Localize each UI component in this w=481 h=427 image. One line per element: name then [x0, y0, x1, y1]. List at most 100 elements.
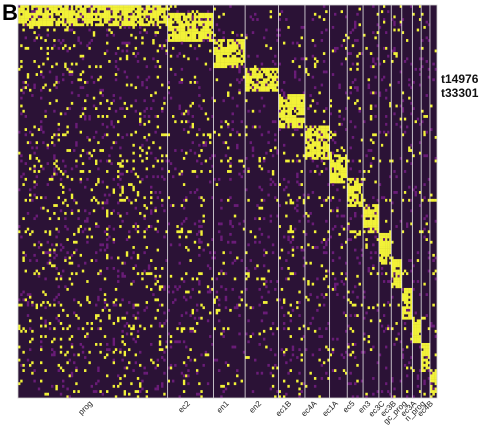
heatmap-cell	[229, 177, 232, 181]
heatmap-cell	[271, 83, 275, 87]
heatmap-cell	[195, 232, 199, 236]
heatmap-cell	[356, 180, 359, 184]
heatmap-cell	[165, 39, 168, 42]
heatmap-cell	[222, 335, 225, 338]
heatmap-cell	[322, 162, 326, 166]
heatmap-cell	[220, 332, 223, 336]
heatmap-cell	[298, 112, 301, 116]
heatmap-cell	[174, 33, 177, 37]
heatmap-cell	[95, 316, 98, 320]
heatmap-cell	[229, 156, 232, 160]
heatmap-cell	[258, 164, 261, 168]
heatmap-cell	[336, 206, 339, 210]
heatmap-cell	[53, 170, 56, 173]
heatmap-cell	[385, 240, 388, 244]
heatmap-cell	[229, 52, 232, 55]
heatmap-cell	[318, 172, 321, 176]
heatmap-cell	[289, 107, 292, 110]
heatmap-cell	[276, 28, 279, 32]
heatmap-cell	[251, 73, 255, 76]
heatmap-cell	[163, 7, 166, 11]
heatmap-cell	[423, 369, 426, 372]
heatmap-cell	[374, 222, 377, 226]
heatmap-cell	[154, 206, 157, 210]
heatmap-cell	[209, 20, 212, 24]
heatmap-cell	[150, 12, 153, 16]
heatmap-cell	[70, 272, 74, 276]
heatmap-cell	[372, 211, 375, 215]
heatmap-cell	[414, 329, 417, 333]
heatmap-cell	[318, 143, 321, 147]
heatmap-cell	[291, 235, 295, 239]
heatmap-cell	[242, 39, 246, 42]
heatmap-cell	[70, 196, 74, 200]
heatmap-cell	[64, 23, 67, 27]
heatmap-cell	[202, 36, 205, 40]
heatmap-cell	[37, 20, 41, 24]
heatmap-cell	[112, 15, 116, 19]
heatmap-cell	[99, 272, 102, 276]
heatmap-cell	[331, 227, 335, 231]
heatmap-cell	[367, 149, 371, 152]
heatmap-cell	[365, 214, 368, 218]
heatmap-cell	[265, 345, 268, 349]
heatmap-cell	[342, 282, 346, 286]
heatmap-cell	[165, 345, 168, 349]
heatmap-cell	[360, 350, 364, 354]
heatmap-cell	[331, 348, 335, 352]
heatmap-cell	[209, 251, 212, 255]
heatmap-cell	[97, 298, 100, 302]
heatmap-cell	[360, 177, 364, 181]
heatmap-cell	[369, 214, 373, 218]
heatmap-cell	[356, 295, 359, 299]
heatmap-cell	[99, 287, 102, 291]
heatmap-cell	[185, 20, 188, 24]
heatmap-cell	[86, 80, 89, 84]
heatmap-cell	[269, 86, 273, 90]
heatmap-cell	[117, 175, 120, 179]
heatmap-cell	[187, 23, 190, 27]
heatmap-cell	[389, 230, 392, 234]
heatmap-cell	[128, 15, 131, 19]
heatmap-cell	[372, 196, 375, 200]
heatmap-cell	[354, 356, 357, 359]
heatmap-cell	[285, 392, 288, 396]
heatmap-cell	[347, 353, 350, 357]
heatmap-cell	[296, 172, 299, 176]
heatmap-cell	[423, 130, 426, 134]
heatmap-cell	[189, 314, 192, 317]
heatmap-cell	[136, 335, 140, 338]
heatmap-cell	[59, 392, 63, 396]
heatmap-cell	[180, 41, 184, 45]
heatmap-cell	[327, 230, 330, 234]
heatmap-cell	[44, 392, 47, 396]
heatmap-cell	[150, 185, 153, 189]
heatmap-cell	[385, 122, 388, 126]
heatmap-cell	[429, 374, 433, 378]
heatmap-cell	[298, 107, 301, 110]
heatmap-cell	[395, 54, 398, 58]
heatmap-cell	[378, 248, 382, 252]
heatmap-cell	[399, 219, 402, 223]
heatmap-cell	[363, 120, 366, 124]
heatmap-cell	[258, 217, 261, 221]
heatmap-cell	[156, 196, 160, 200]
heatmap-cell	[145, 31, 149, 35]
heatmap-cell	[423, 345, 426, 349]
heatmap-cell	[378, 238, 382, 241]
heatmap-cell	[119, 12, 122, 16]
heatmap-cell	[289, 225, 292, 228]
heatmap-cell	[309, 128, 312, 131]
heatmap-cell	[108, 159, 111, 163]
heatmap-cell	[53, 156, 56, 160]
heatmap-cell	[406, 57, 409, 61]
heatmap-cell	[423, 363, 426, 367]
heatmap-cell	[278, 101, 281, 105]
heatmap-cell	[408, 259, 411, 262]
heatmap-cell	[367, 230, 371, 234]
heatmap-cell	[150, 358, 153, 362]
heatmap-cell	[410, 337, 413, 341]
heatmap-cell	[206, 36, 210, 40]
heatmap-cell	[95, 23, 98, 27]
heatmap-cell	[238, 67, 241, 71]
